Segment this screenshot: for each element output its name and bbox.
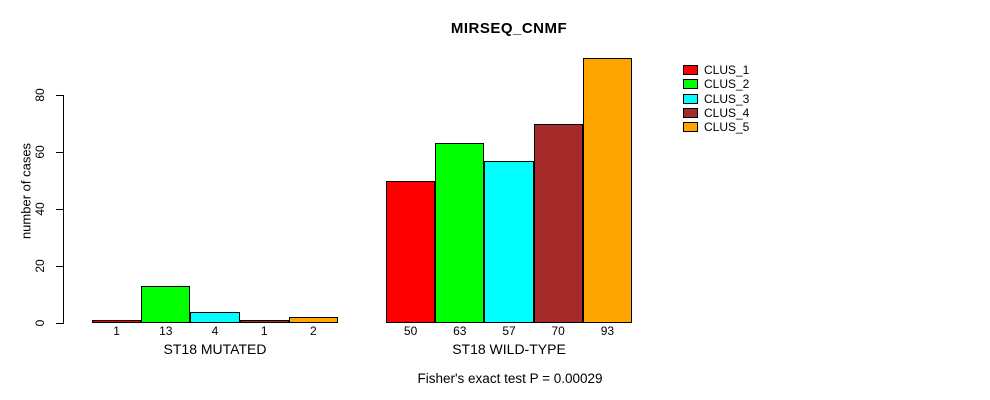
bar-value-label: 1 bbox=[260, 324, 268, 338]
bar-value-label: 93 bbox=[600, 324, 615, 338]
legend-item: CLUS_1 bbox=[683, 63, 749, 77]
legend: CLUS_1 CLUS_2 CLUS_3 CLUS_4 CLUS_5 bbox=[683, 63, 749, 134]
legend-label: CLUS_4 bbox=[704, 106, 750, 121]
legend-swatch bbox=[683, 108, 698, 119]
bar-value-label: 13 bbox=[159, 324, 173, 338]
bar-value-label: 57 bbox=[502, 324, 516, 338]
y-axis-tick-label: 80 bbox=[33, 88, 47, 102]
y-axis-tick-label: 20 bbox=[33, 259, 47, 273]
y-axis-tick-label: 0 bbox=[33, 319, 47, 327]
legend-label: CLUS_1 bbox=[704, 63, 750, 78]
y-axis-tick bbox=[56, 95, 63, 96]
legend-label: CLUS_2 bbox=[704, 77, 750, 92]
legend-item: CLUS_5 bbox=[683, 120, 749, 134]
y-axis-tick-label: 40 bbox=[33, 202, 47, 216]
chart-title: MIRSEQ_CNMF bbox=[450, 20, 568, 37]
bar-value-label: 4 bbox=[211, 324, 219, 338]
bar bbox=[435, 143, 485, 323]
bar bbox=[288, 317, 338, 323]
legend-item: CLUS_3 bbox=[683, 92, 749, 106]
y-axis-tick bbox=[56, 266, 63, 267]
legend-swatch bbox=[683, 122, 698, 133]
bar bbox=[582, 57, 632, 323]
x-group-label: ST18 MUTATED bbox=[163, 341, 267, 357]
bar bbox=[484, 160, 534, 323]
legend-item: CLUS_4 bbox=[683, 106, 749, 120]
y-axis-label: number of cases bbox=[18, 142, 34, 240]
bar bbox=[141, 285, 191, 323]
bar bbox=[92, 320, 142, 323]
legend-swatch bbox=[683, 79, 698, 90]
y-axis-tick bbox=[56, 152, 63, 153]
y-axis-tick-label: 60 bbox=[33, 145, 47, 159]
legend-label: CLUS_5 bbox=[704, 120, 750, 135]
bar-value-label: 50 bbox=[403, 324, 418, 338]
legend-swatch bbox=[683, 93, 698, 104]
bar bbox=[386, 180, 436, 323]
bar-value-label: 1 bbox=[113, 324, 120, 338]
y-axis-line bbox=[63, 95, 64, 324]
legend-label: CLUS_3 bbox=[704, 91, 750, 106]
bar bbox=[533, 123, 583, 323]
y-axis-tick bbox=[56, 323, 63, 324]
bar-value-label: 63 bbox=[453, 324, 467, 338]
annotation-text: Fisher's exact test P = 0.00029 bbox=[417, 371, 603, 386]
bar bbox=[239, 320, 289, 323]
bar bbox=[190, 311, 240, 323]
bar-value-label: 70 bbox=[551, 324, 565, 338]
bar-value-label: 2 bbox=[310, 324, 317, 338]
legend-swatch bbox=[683, 65, 698, 76]
y-axis-tick bbox=[56, 209, 63, 210]
x-group-label: ST18 WILD-TYPE bbox=[452, 341, 566, 357]
legend-item: CLUS_2 bbox=[683, 77, 749, 91]
